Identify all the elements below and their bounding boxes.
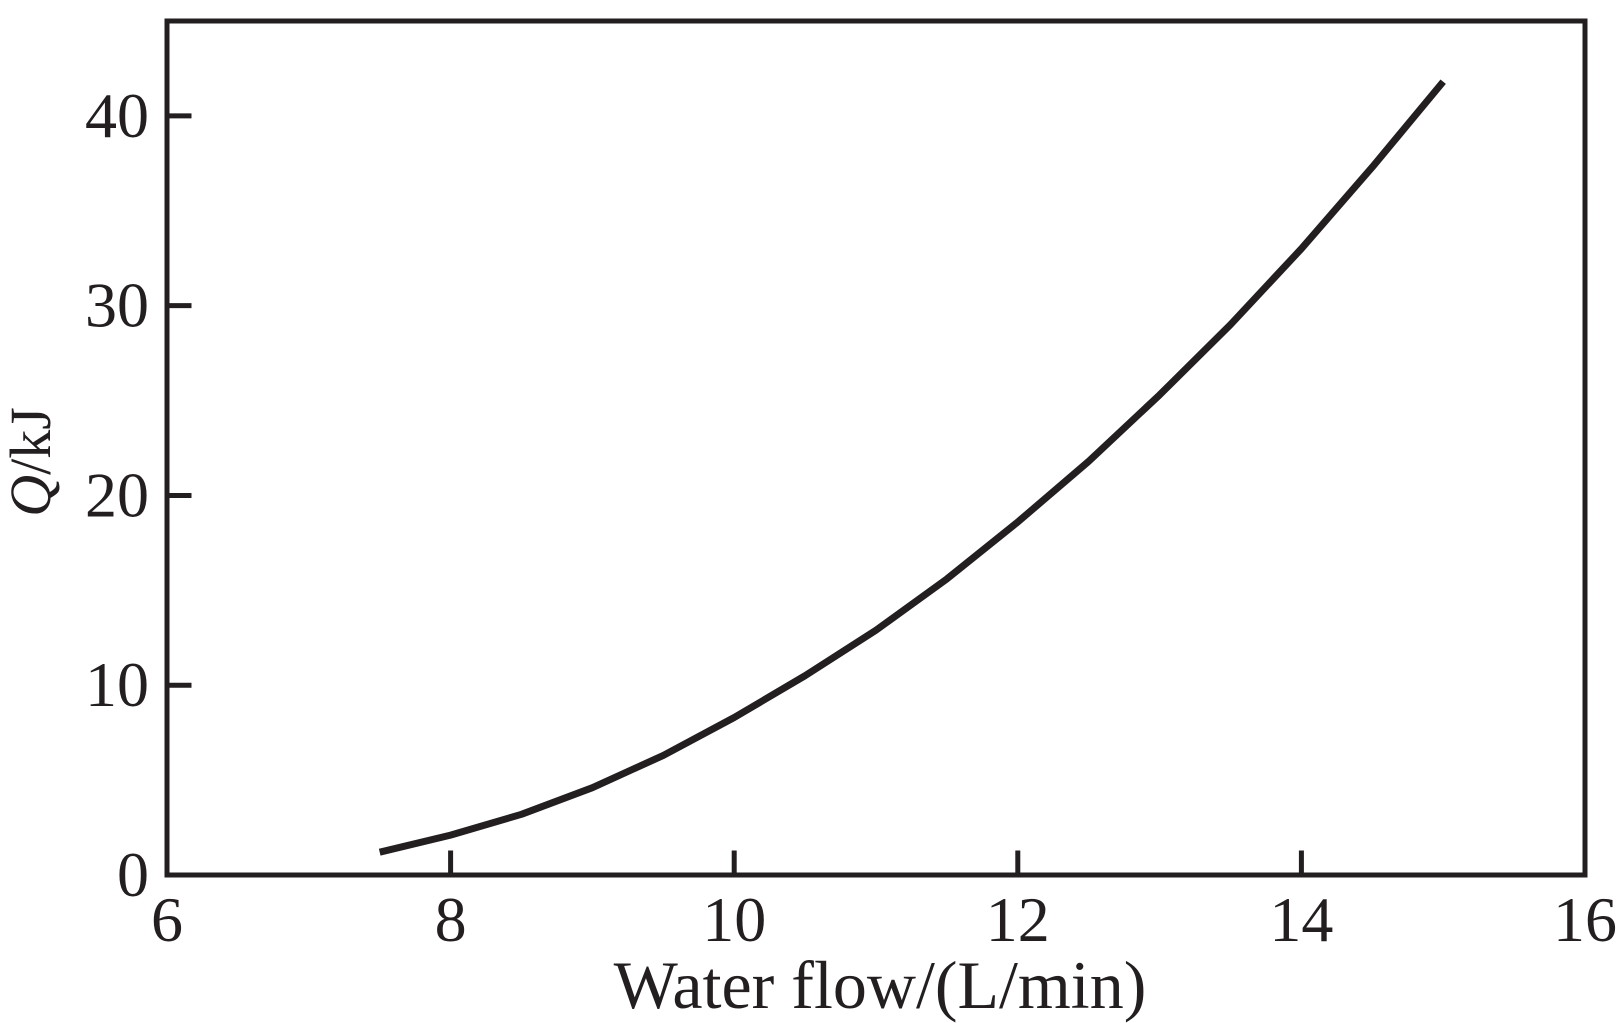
y-axis-title: Q/kJ <box>0 407 63 517</box>
y-tick-label: 0 <box>117 839 149 910</box>
x-tick-label: 16 <box>1553 884 1617 955</box>
y-tick-label: 40 <box>85 80 149 151</box>
x-axis-title: Water flow/(L/min) <box>613 947 1147 1023</box>
y-tick-label: 20 <box>85 459 149 530</box>
x-tick-label: 6 <box>151 884 183 955</box>
y-tick-label: 30 <box>85 270 149 341</box>
data-curve <box>378 79 1446 856</box>
x-tick-label: 10 <box>702 884 766 955</box>
x-tick-label: 14 <box>1269 884 1333 955</box>
plot-border <box>164 18 1588 878</box>
y-axis-title-symbol: Q <box>0 474 63 517</box>
x-tick-label: 8 <box>435 884 467 955</box>
y-axis-title-unit: /kJ <box>0 407 63 475</box>
y-tick-label: 10 <box>85 649 149 720</box>
x-tick-label: 12 <box>986 884 1050 955</box>
